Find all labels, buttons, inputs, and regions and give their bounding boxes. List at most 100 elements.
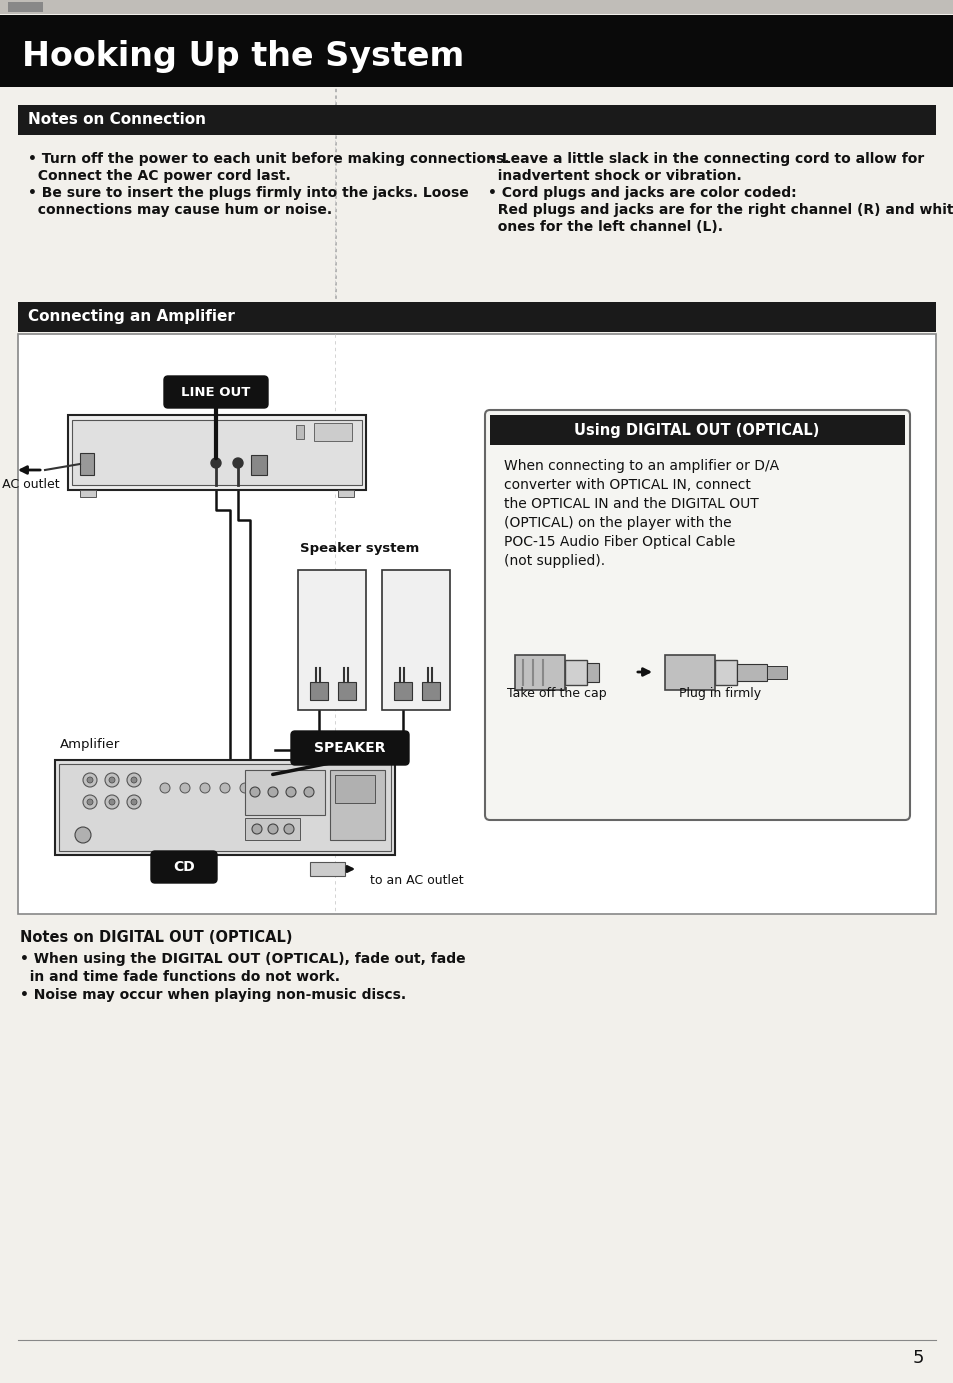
FancyBboxPatch shape bbox=[18, 335, 935, 914]
Circle shape bbox=[105, 795, 119, 809]
FancyBboxPatch shape bbox=[80, 454, 94, 474]
FancyBboxPatch shape bbox=[564, 660, 586, 685]
FancyBboxPatch shape bbox=[421, 682, 439, 700]
Circle shape bbox=[286, 787, 295, 797]
Text: Amplifier: Amplifier bbox=[60, 739, 120, 751]
Circle shape bbox=[109, 777, 115, 783]
Text: inadvertent shock or vibration.: inadvertent shock or vibration. bbox=[488, 169, 741, 183]
Circle shape bbox=[252, 824, 262, 834]
Text: Take off the cap: Take off the cap bbox=[507, 687, 606, 700]
FancyBboxPatch shape bbox=[515, 656, 564, 690]
FancyBboxPatch shape bbox=[337, 490, 354, 496]
Circle shape bbox=[87, 777, 92, 783]
Circle shape bbox=[180, 783, 190, 792]
FancyBboxPatch shape bbox=[337, 682, 355, 700]
Text: Using DIGITAL OUT (OPTICAL): Using DIGITAL OUT (OPTICAL) bbox=[574, 422, 819, 437]
Circle shape bbox=[284, 824, 294, 834]
FancyBboxPatch shape bbox=[151, 851, 216, 882]
FancyBboxPatch shape bbox=[80, 490, 96, 496]
Circle shape bbox=[220, 783, 230, 792]
FancyBboxPatch shape bbox=[18, 301, 935, 332]
Circle shape bbox=[299, 783, 310, 792]
Circle shape bbox=[268, 787, 277, 797]
FancyBboxPatch shape bbox=[664, 656, 714, 690]
Circle shape bbox=[127, 795, 141, 809]
Circle shape bbox=[131, 799, 137, 805]
FancyBboxPatch shape bbox=[8, 1, 43, 12]
Text: Notes on Connection: Notes on Connection bbox=[28, 112, 206, 127]
Text: Plug in firmly: Plug in firmly bbox=[679, 687, 760, 700]
Circle shape bbox=[280, 783, 290, 792]
Circle shape bbox=[200, 783, 210, 792]
FancyBboxPatch shape bbox=[291, 732, 409, 765]
Text: connections may cause hum or noise.: connections may cause hum or noise. bbox=[28, 203, 332, 217]
Circle shape bbox=[131, 777, 137, 783]
Text: to an AC outlet: to an AC outlet bbox=[0, 479, 60, 491]
Text: (OPTICAL) on the player with the: (OPTICAL) on the player with the bbox=[503, 516, 731, 530]
Circle shape bbox=[304, 787, 314, 797]
FancyBboxPatch shape bbox=[0, 15, 953, 87]
FancyBboxPatch shape bbox=[335, 774, 375, 804]
Text: • Cord plugs and jacks are color coded:: • Cord plugs and jacks are color coded: bbox=[488, 185, 796, 201]
Text: Notes on DIGITAL OUT (OPTICAL): Notes on DIGITAL OUT (OPTICAL) bbox=[20, 929, 293, 945]
FancyBboxPatch shape bbox=[330, 770, 385, 839]
Text: the OPTICAL IN and the DIGITAL OUT: the OPTICAL IN and the DIGITAL OUT bbox=[503, 496, 758, 510]
Circle shape bbox=[240, 783, 250, 792]
Circle shape bbox=[75, 827, 91, 844]
FancyBboxPatch shape bbox=[490, 415, 904, 445]
FancyBboxPatch shape bbox=[164, 376, 268, 408]
Circle shape bbox=[268, 824, 277, 834]
Text: Hooking Up the System: Hooking Up the System bbox=[22, 40, 464, 73]
Text: 5: 5 bbox=[911, 1348, 923, 1366]
Text: • Noise may occur when playing non-music discs.: • Noise may occur when playing non-music… bbox=[20, 987, 406, 1003]
FancyBboxPatch shape bbox=[251, 455, 267, 474]
Circle shape bbox=[127, 773, 141, 787]
FancyBboxPatch shape bbox=[737, 664, 766, 680]
Circle shape bbox=[83, 773, 97, 787]
FancyBboxPatch shape bbox=[59, 763, 391, 851]
Circle shape bbox=[87, 799, 92, 805]
Text: in and time fade functions do not work.: in and time fade functions do not work. bbox=[20, 969, 339, 983]
Text: Connecting an Amplifier: Connecting an Amplifier bbox=[28, 310, 234, 325]
FancyBboxPatch shape bbox=[484, 409, 909, 820]
Text: • Be sure to insert the plugs firmly into the jacks. Loose: • Be sure to insert the plugs firmly int… bbox=[28, 185, 468, 201]
FancyBboxPatch shape bbox=[297, 570, 366, 709]
Text: ones for the left channel (L).: ones for the left channel (L). bbox=[488, 220, 722, 234]
Text: • Leave a little slack in the connecting cord to allow for: • Leave a little slack in the connecting… bbox=[488, 152, 923, 166]
FancyBboxPatch shape bbox=[55, 761, 395, 855]
Circle shape bbox=[211, 458, 221, 467]
FancyBboxPatch shape bbox=[766, 667, 786, 679]
Circle shape bbox=[105, 773, 119, 787]
Circle shape bbox=[250, 787, 260, 797]
FancyBboxPatch shape bbox=[314, 423, 352, 441]
FancyBboxPatch shape bbox=[394, 682, 412, 700]
Text: POC-15 Audio Fiber Optical Cable: POC-15 Audio Fiber Optical Cable bbox=[503, 535, 735, 549]
FancyBboxPatch shape bbox=[310, 862, 345, 875]
Text: Speaker system: Speaker system bbox=[299, 542, 418, 555]
Circle shape bbox=[160, 783, 170, 792]
FancyBboxPatch shape bbox=[714, 660, 737, 685]
FancyBboxPatch shape bbox=[18, 105, 935, 136]
Circle shape bbox=[109, 799, 115, 805]
Text: Red plugs and jacks are for the right channel (R) and white: Red plugs and jacks are for the right ch… bbox=[488, 203, 953, 217]
Text: (not supplied).: (not supplied). bbox=[503, 555, 604, 568]
FancyBboxPatch shape bbox=[245, 817, 299, 839]
FancyBboxPatch shape bbox=[68, 415, 366, 490]
FancyBboxPatch shape bbox=[381, 570, 450, 709]
Circle shape bbox=[83, 795, 97, 809]
Text: SPEAKER: SPEAKER bbox=[314, 741, 385, 755]
Text: When connecting to an amplifier or D/A: When connecting to an amplifier or D/A bbox=[503, 459, 779, 473]
Text: • Turn off the power to each unit before making connections.: • Turn off the power to each unit before… bbox=[28, 152, 509, 166]
FancyBboxPatch shape bbox=[71, 420, 361, 485]
Text: to an AC outlet: to an AC outlet bbox=[370, 874, 463, 887]
FancyBboxPatch shape bbox=[0, 0, 953, 14]
FancyBboxPatch shape bbox=[245, 770, 325, 815]
FancyBboxPatch shape bbox=[295, 425, 304, 438]
FancyBboxPatch shape bbox=[310, 682, 328, 700]
Text: • When using the DIGITAL OUT (OPTICAL), fade out, fade: • When using the DIGITAL OUT (OPTICAL), … bbox=[20, 952, 465, 965]
FancyBboxPatch shape bbox=[586, 662, 598, 682]
Text: converter with OPTICAL IN, connect: converter with OPTICAL IN, connect bbox=[503, 479, 750, 492]
Circle shape bbox=[260, 783, 270, 792]
Text: LINE OUT: LINE OUT bbox=[181, 386, 251, 398]
Text: Connect the AC power cord last.: Connect the AC power cord last. bbox=[28, 169, 291, 183]
